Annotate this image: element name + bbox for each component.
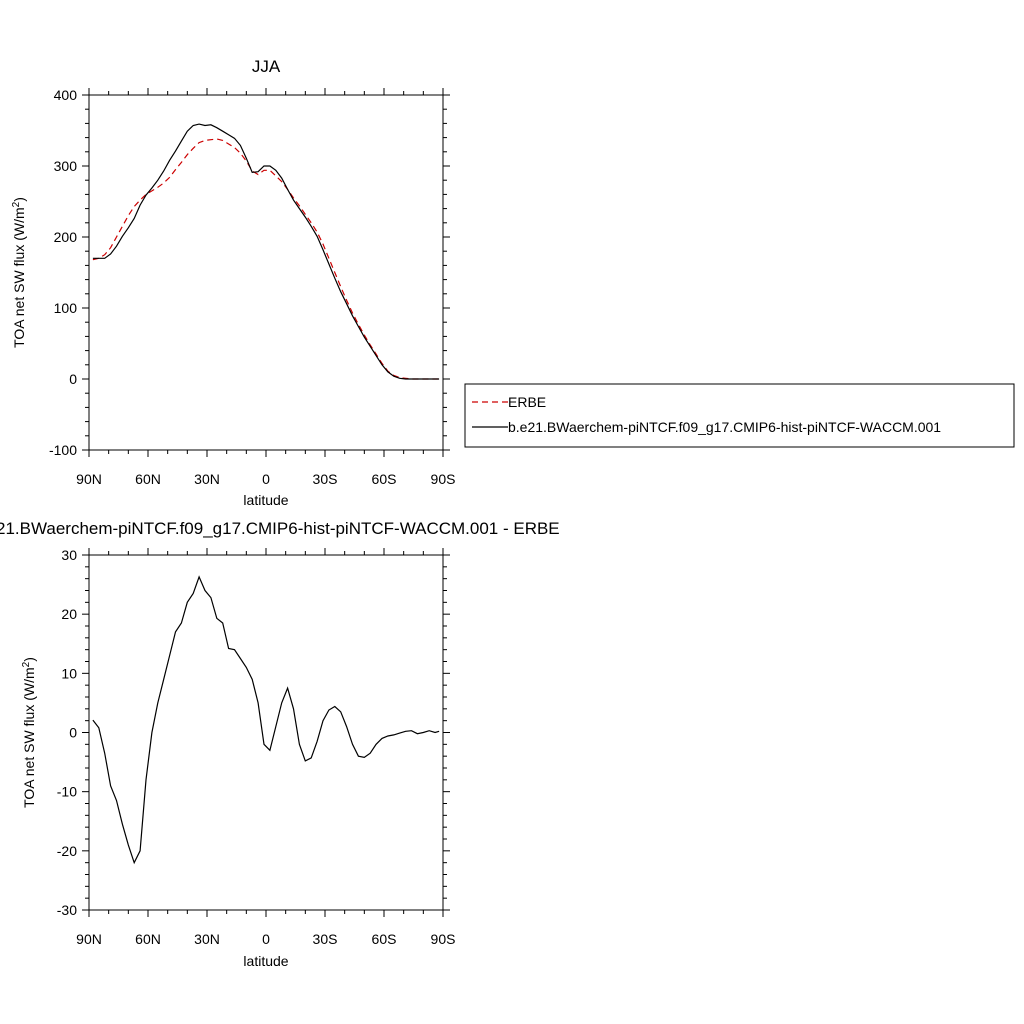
plot-frame <box>88 94 444 451</box>
y-tick-label: 200 <box>54 229 78 245</box>
x-tick-label: 60N <box>135 931 161 947</box>
y-tick-label: -30 <box>57 902 77 918</box>
x-tick-label: 0 <box>262 931 270 947</box>
y-axis-title: TOA net SW flux (W/m2) <box>11 197 27 348</box>
legend-label: b.e21.BWaerchem-piNTCF.f09_g17.CMIP6-his… <box>508 419 941 435</box>
y-axis-title: TOA net SW flux (W/m2) <box>21 657 37 808</box>
chart-panel-2: b.e21.BWaerchem-piNTCF.f09_g17.CMIP6-his… <box>0 519 560 969</box>
chart-panel-1: JJA 90N 60N 30N 0 30S 60S 90S -100 0 100 200 300 400 l… <box>11 57 1015 508</box>
series-line-1 <box>92 138 440 380</box>
x-tick-label: 30S <box>313 931 338 947</box>
x-tick-label: 90N <box>76 931 102 947</box>
y-tick-label: 300 <box>54 158 78 174</box>
y-tick-label: -20 <box>57 843 77 859</box>
x-tick-label: 60S <box>372 471 397 487</box>
y-tick-label: -10 <box>57 784 77 800</box>
x-tick-label: 60N <box>135 471 161 487</box>
y-tick-label: 0 <box>69 371 77 387</box>
x-axis-title: latitude <box>243 953 288 969</box>
y-tick-label: 400 <box>54 87 78 103</box>
x-tick-label: 90N <box>76 471 102 487</box>
x-tick-label: 60S <box>372 931 397 947</box>
x-tick-label: 90S <box>431 931 456 947</box>
series-line-2 <box>92 123 440 380</box>
legend: ERBE b.e21.BWaerchem-piNTCF.f09_g17.CMIP6… <box>464 383 1015 448</box>
x-axis-title: latitude <box>243 492 288 508</box>
x-tick-label: 0 <box>262 471 270 487</box>
chart-title: JJA <box>252 57 281 76</box>
y-tick-label: 100 <box>54 300 78 316</box>
series-line-1 <box>92 575 440 865</box>
x-tick-label: 30N <box>194 471 220 487</box>
legend-box <box>464 383 1015 448</box>
plot-frame <box>88 554 444 911</box>
chart-title: b.e21.BWaerchem-piNTCF.f09_g17.CMIP6-his… <box>0 519 560 538</box>
x-tick-label: 90S <box>431 471 456 487</box>
y-tick-label: -100 <box>49 442 77 458</box>
y-tick-label: 0 <box>69 725 77 741</box>
x-tick-label: 30N <box>194 931 220 947</box>
x-tick-label: 30S <box>313 471 338 487</box>
y-tick-label: 10 <box>61 665 77 681</box>
legend-label: ERBE <box>508 394 546 410</box>
y-tick-label: 30 <box>61 547 77 563</box>
y-tick-label: 20 <box>61 606 77 622</box>
